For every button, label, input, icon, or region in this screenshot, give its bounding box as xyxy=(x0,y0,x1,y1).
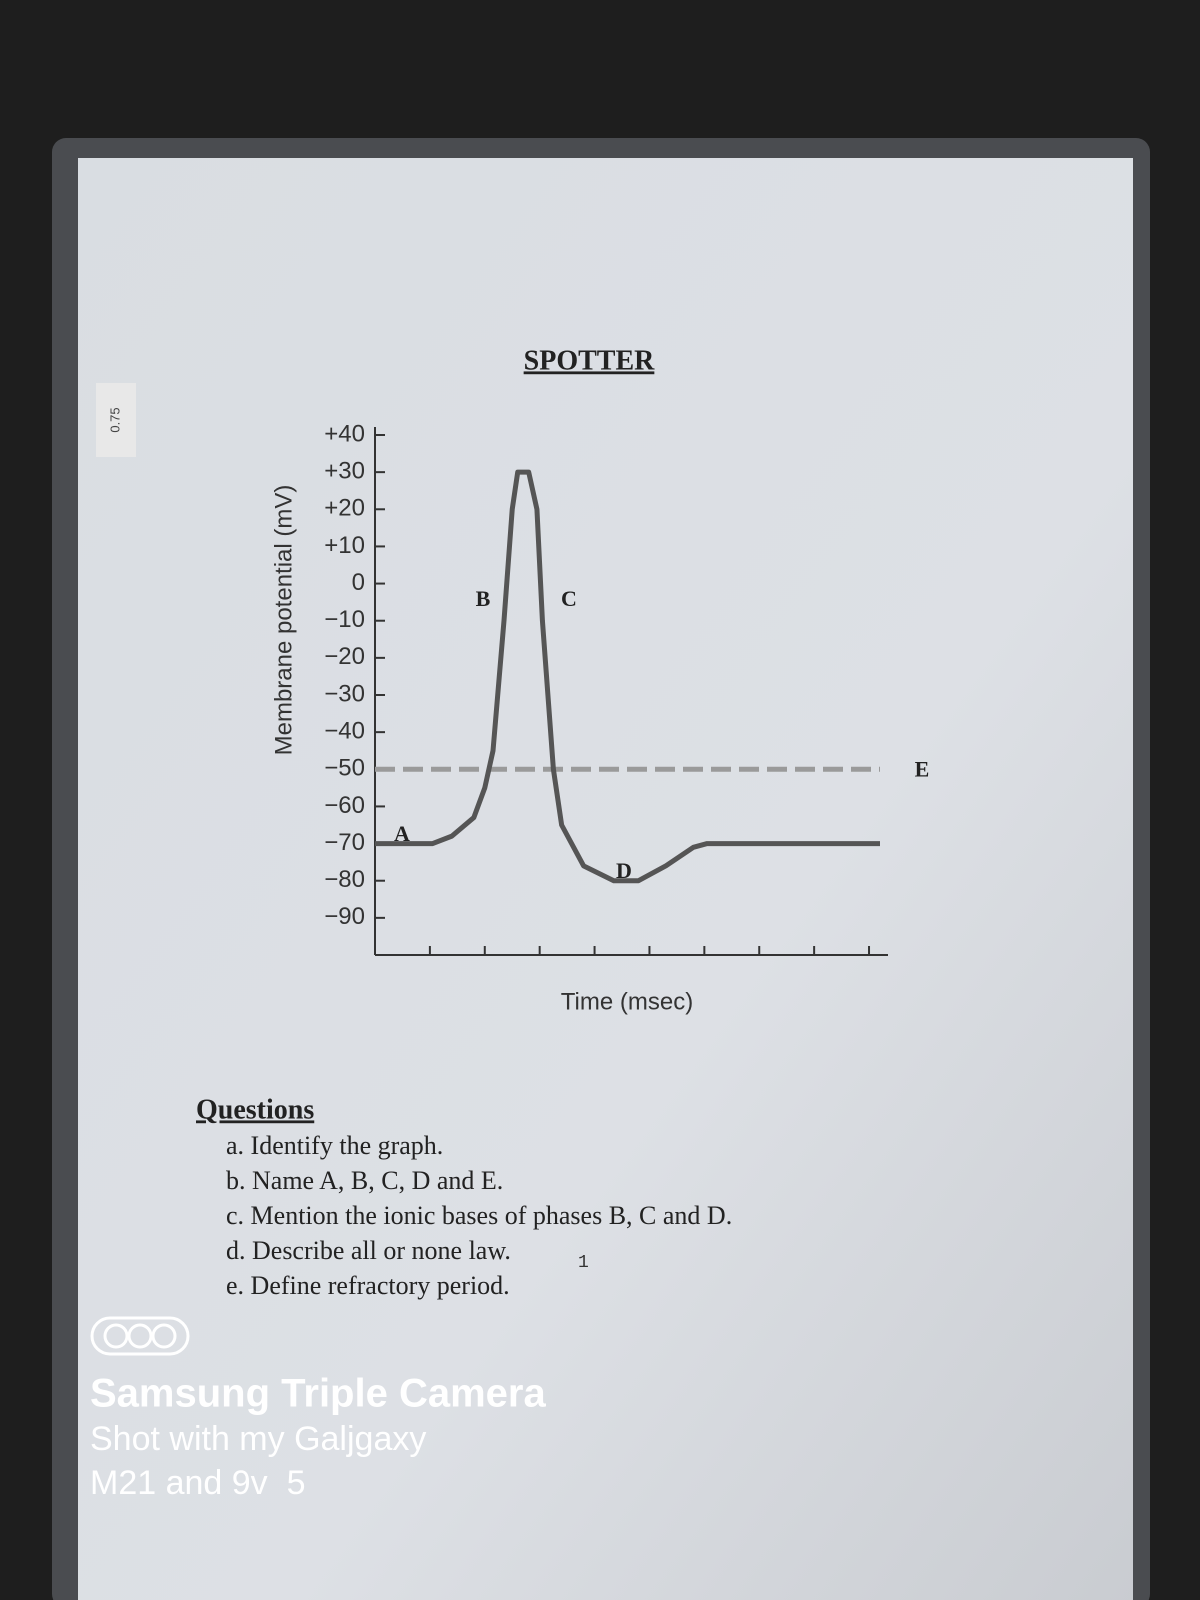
y-tick-label: −60 xyxy=(324,792,365,819)
question: d. Describe all or none law. xyxy=(226,1236,511,1265)
annotation: A xyxy=(394,821,410,846)
y-tick-label: +20 xyxy=(324,495,365,522)
y-tick-label: −40 xyxy=(324,717,365,744)
annotation: E xyxy=(915,756,930,781)
watermark-line: M21 and 9v 5 xyxy=(90,1464,305,1502)
y-tick-label: −70 xyxy=(324,829,365,856)
watermark-line: Samsung Triple Camera xyxy=(90,1372,546,1416)
membrane-potential-line xyxy=(375,469,880,884)
question: a. Identify the graph. xyxy=(226,1131,443,1160)
annotation: C xyxy=(561,586,577,611)
x-axis-label: Time (msec) xyxy=(561,988,693,1015)
y-tick-label: +10 xyxy=(324,532,365,559)
y-tick-label: −30 xyxy=(324,680,365,707)
camera-icon xyxy=(90,1316,190,1356)
y-tick-label: +40 xyxy=(324,420,365,447)
y-tick-label: −10 xyxy=(324,606,365,633)
watermark-line: Shot with my Galjgaxy xyxy=(90,1420,426,1458)
y-tick-label: −50 xyxy=(324,755,365,782)
y-axis-label: Membrane potential (mV) xyxy=(270,485,297,756)
y-tick-label: −80 xyxy=(324,866,365,893)
question: e. Define refractory period. xyxy=(226,1271,510,1300)
questions-heading: Questions xyxy=(196,1094,314,1125)
sticker-text: 0.75 xyxy=(107,407,122,432)
y-tick-label: −20 xyxy=(324,643,365,670)
title: SPOTTER xyxy=(524,345,655,376)
question: b. Name A, B, C, D and E. xyxy=(226,1166,503,1195)
y-tick-label: 0 xyxy=(352,569,365,596)
question: c. Mention the ionic bases of phases B, … xyxy=(226,1201,732,1230)
y-tick-label: −90 xyxy=(324,903,365,930)
sticker xyxy=(96,383,136,457)
handwritten-mark: 1 xyxy=(578,1253,589,1273)
y-tick-label: +30 xyxy=(324,457,365,484)
annotation: B xyxy=(476,586,491,611)
annotation: D xyxy=(616,858,632,883)
